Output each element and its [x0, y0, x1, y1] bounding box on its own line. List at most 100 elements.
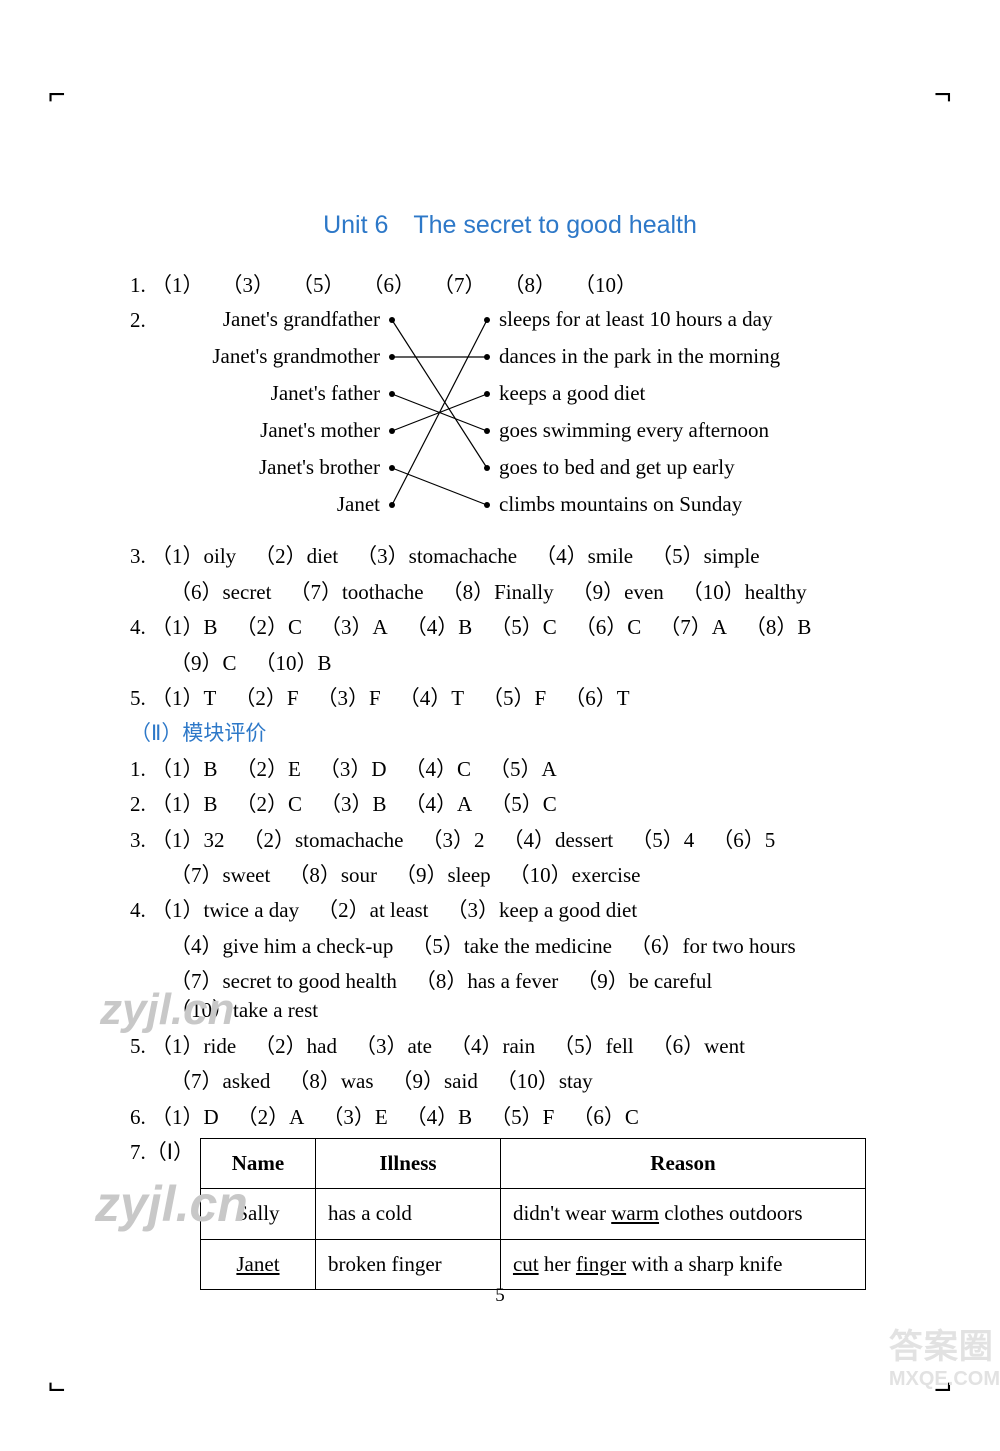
- answer-item: （4）rain: [450, 1032, 535, 1061]
- answer-item: （9）sleep: [395, 861, 491, 890]
- q4-line2: （9）C （10）B: [170, 649, 890, 678]
- answer-item: （2）C: [236, 790, 303, 819]
- q5-items: （1）T（2）F（3）F（4）T（5）F（6）T: [151, 686, 648, 710]
- answer-item: （1）D: [151, 1103, 219, 1132]
- answer-item: （3）keep a good diet: [447, 896, 638, 925]
- answer-item: （8）was: [288, 1067, 373, 1096]
- s2q4-line1: （1）twice a day （2）at least （3）keep a good …: [151, 898, 655, 922]
- section-2-header: （Ⅱ）模块评价: [130, 719, 890, 748]
- answer-item: （6）C: [575, 613, 642, 642]
- answer-item: （6）5: [712, 826, 775, 855]
- unit-title: Unit 6 The secret to good health: [130, 205, 890, 241]
- answer-item: （2）diet: [254, 542, 338, 571]
- svg-text:goes swimming every afternoon: goes swimming every afternoon: [499, 418, 770, 442]
- table-cell: Janet: [200, 1239, 315, 1289]
- answer-item: （2）stomachache: [243, 826, 404, 855]
- q4-line1: （1）B（2）C（3）A（4）B（5）C（6）C（7）A（8）B: [151, 615, 829, 639]
- watermark-1: zyjl.cn: [100, 985, 235, 1035]
- answer-item: （8）Finally: [442, 578, 554, 607]
- q7-table: NameIllnessReasonSallyhas a colddidn't w…: [200, 1138, 866, 1290]
- answer-item: （3）2: [421, 826, 484, 855]
- table-cell: broken finger: [315, 1239, 500, 1289]
- page-number: 5: [0, 1285, 1000, 1307]
- q3-line2: （6）secret（7）toothache（8）Finally（9）even（1…: [170, 578, 890, 607]
- answer-item: （1）ride: [151, 1032, 236, 1061]
- answer-item: （10）exercise: [509, 861, 641, 890]
- answer-item: （5）: [292, 271, 345, 300]
- answer-item: （7）sweet: [170, 861, 270, 890]
- s2q2-num: 2.: [130, 792, 146, 816]
- q4-num: 4.: [130, 615, 146, 639]
- s2q5-line2: （7）asked（8）was（9）said（10）stay: [170, 1067, 890, 1096]
- answer-item: （9）be careful: [576, 967, 712, 996]
- svg-text:Janet's grandfather: Janet's grandfather: [223, 307, 380, 331]
- svg-text:Janet's father: Janet's father: [270, 381, 379, 405]
- s2q3-row: 3. （1）32（2）stomachache（3）2（4）dessert（5）4…: [130, 826, 890, 855]
- svg-text:climbs mountains on Sunday: climbs mountains on Sunday: [499, 492, 743, 516]
- answer-item: （8）has a fever: [415, 967, 558, 996]
- answer-item: （1）32: [151, 826, 225, 855]
- s2q4-line3: （7）secret to good health（8）has a fever（9…: [170, 967, 890, 1026]
- s2q2-items: （1）B（2）C（3）B（4）A（5）C: [151, 792, 575, 816]
- s2q2-row: 2. （1）B（2）C（3）B（4）A（5）C: [130, 790, 890, 819]
- answer-item: （10）healthy: [682, 578, 807, 607]
- s2q4-row: 4. （1）twice a day （2）at least （3）keep a go…: [130, 896, 890, 925]
- s2q6-num: 6.: [130, 1105, 146, 1129]
- answer-item: （1）B: [151, 790, 218, 819]
- answer-item: （6）C: [572, 1103, 639, 1132]
- answer-item: （2）had: [254, 1032, 337, 1061]
- s2q4-num: 4.: [130, 898, 146, 922]
- answer-item: （3）A: [320, 613, 388, 642]
- answer-item: （3）B: [320, 790, 387, 819]
- s2q1-row: 1. （1）B（2）E（3）D（4）C（5）A: [130, 755, 890, 784]
- answer-item: （7）: [433, 271, 486, 300]
- answer-item: （5）take the medicine: [411, 932, 612, 961]
- answer-item: （5）simple: [651, 542, 760, 571]
- answer-item: （2）at least: [317, 896, 428, 925]
- answer-item: （1）B: [151, 755, 218, 784]
- answer-item: （4）B: [406, 1103, 473, 1132]
- answer-item: （5）F: [482, 684, 546, 713]
- page-content: Unit 6 The secret to good health 1. （1）（…: [130, 205, 890, 1296]
- q1-row: 1. （1）（3）（5）（6）（7）（8）（10）: [130, 271, 890, 300]
- matching-diagram: Janet's grandfatherJanet's grandmotherJa…: [152, 306, 872, 536]
- answer-item: （8）: [504, 271, 557, 300]
- answer-item: （7）toothache: [289, 578, 423, 607]
- watermark-bottom: 答案圈 MXQE.COM: [889, 1319, 1000, 1391]
- answer-item: （3）ate: [355, 1032, 432, 1061]
- answer-item: （10）B: [255, 649, 332, 678]
- svg-text:Janet's brother: Janet's brother: [259, 455, 380, 479]
- q2-num: 2.: [130, 306, 146, 335]
- answer-item: （5）C: [490, 613, 557, 642]
- table-row: Janetbroken fingercut her finger with a …: [200, 1239, 865, 1289]
- answer-item: （8）sour: [288, 861, 377, 890]
- svg-text:dances in the park in the morn: dances in the park in the morning: [499, 344, 781, 368]
- table-cell: has a cold: [315, 1189, 500, 1239]
- answer-item: （4）C: [405, 755, 472, 784]
- answer-item: （1）T: [151, 684, 216, 713]
- answer-item: （4）dessert: [502, 826, 613, 855]
- answer-item: （9）even: [572, 578, 664, 607]
- answer-item: （4）smile: [535, 542, 633, 571]
- svg-text:Janet's mother: Janet's mother: [260, 418, 380, 442]
- answer-item: （4）T: [399, 684, 464, 713]
- answer-item: （9）C: [170, 649, 237, 678]
- wm-bottom-l2: MXQE.COM: [889, 1368, 1000, 1391]
- table-header: Reason: [500, 1139, 865, 1189]
- answer-item: （5）fell: [553, 1032, 633, 1061]
- svg-text:Janet: Janet: [337, 492, 380, 516]
- answer-item: （1）B: [151, 613, 218, 642]
- q3-num: 3.: [130, 544, 146, 568]
- answer-item: （6）for two hours: [630, 932, 796, 961]
- answer-item: （7）asked: [170, 1067, 270, 1096]
- answer-item: （2）C: [236, 613, 303, 642]
- answer-item: （3）E: [322, 1103, 387, 1132]
- answer-item: （1）twice a day: [151, 896, 299, 925]
- answer-item: （10）stay: [496, 1067, 593, 1096]
- svg-text:sleeps for at least 10 hours a: sleeps for at least 10 hours a day: [499, 307, 773, 331]
- q2-row: 2. Janet's grandfatherJanet's grandmothe…: [130, 306, 890, 536]
- answer-item: （3）D: [319, 755, 387, 784]
- answer-item: （6）: [363, 271, 416, 300]
- crop-mark-bl: ⌐: [48, 1372, 66, 1406]
- s2q5-row: 5. （1）ride（2）had（3）ate（4）rain（5）fell（6）w…: [130, 1032, 890, 1061]
